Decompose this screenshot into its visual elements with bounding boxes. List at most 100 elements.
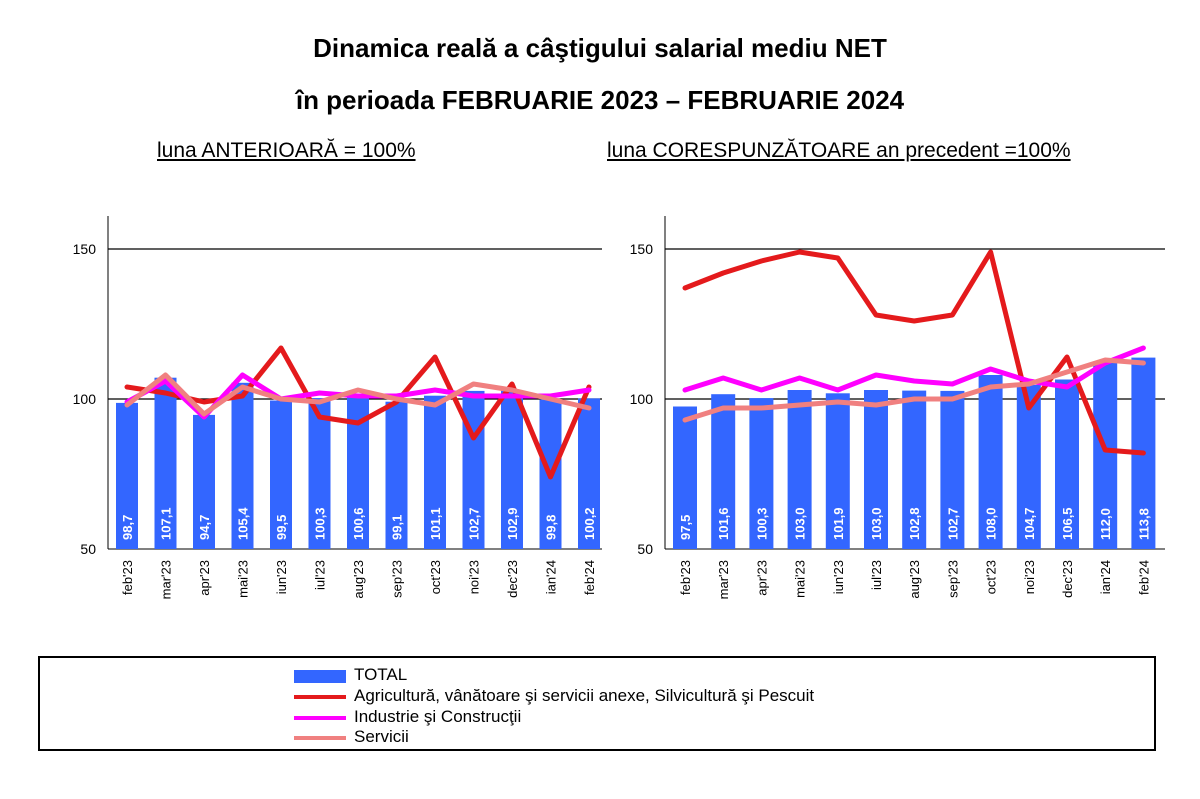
chart-panel-1: 50 100 150 98,7 107,1 94,7 105,4 99,5 100,3 100,6… [73, 216, 602, 599]
x-tick-label: sep'23 [390, 560, 405, 598]
x-tick-label: iun'23 [831, 560, 846, 594]
bar-value-label: 100,2 [582, 507, 597, 540]
x-tick-label: feb'23 [678, 560, 693, 595]
chart-title-line1: Dinamica reală a câştigului salarial med… [313, 33, 887, 63]
x-tick-label: aug'23 [351, 560, 366, 599]
chart-title-line2: în perioada FEBRUARIE 2023 – FEBRUARIE 2… [295, 85, 905, 115]
y-tick-label: 150 [73, 241, 97, 257]
series-line-services [682, 357, 1146, 423]
x-tick-label: noi'23 [1022, 560, 1037, 594]
bar-total [940, 390, 965, 549]
x-tick-label: dec'23 [1060, 560, 1075, 598]
bar-total [578, 398, 600, 549]
bar-value-label: 97,5 [678, 515, 693, 540]
x-tick-label: mai'23 [236, 560, 251, 598]
bar-value-label: 106,5 [1060, 507, 1075, 540]
bar-value-label: 102,7 [467, 507, 482, 540]
bar-total [673, 406, 697, 549]
y-tick-label: 50 [80, 541, 96, 557]
x-tick-label: iul'23 [313, 560, 328, 590]
x-tick-label: ian'24 [1098, 560, 1113, 594]
series-line-agri [682, 249, 1146, 456]
bar-total [154, 377, 177, 549]
bar-total [231, 382, 254, 549]
bar-value-label: 103,0 [869, 507, 884, 540]
bar-value-label: 107,1 [159, 507, 174, 540]
bar-value-label: 104,7 [1022, 507, 1037, 540]
x-tick-label: dec'23 [505, 560, 520, 598]
x-tick-label: feb'24 [582, 560, 597, 595]
bar-value-label: 100,3 [313, 507, 328, 540]
x-tick-label: aug'23 [907, 560, 922, 599]
bar-value-label: 102,9 [505, 507, 520, 540]
x-tick-label: apr'23 [197, 560, 212, 596]
bar-total [385, 401, 408, 549]
x-tick-label: oct'23 [984, 560, 999, 594]
bar-total [1093, 363, 1118, 549]
bar-value-label: 101,6 [716, 507, 731, 540]
bar-value-label: 94,7 [197, 515, 212, 540]
x-tick-label: noi'23 [467, 560, 482, 594]
legend: TOTAL Agricultură, vânătoare şi servicii… [38, 656, 1156, 751]
x-tick-label: oct'23 [428, 560, 443, 594]
bar-total [308, 398, 331, 549]
bar-value-label: 102,8 [907, 507, 922, 540]
x-tick-label: iun'23 [274, 560, 289, 594]
x-tick-label: mai'23 [793, 560, 808, 598]
bar-value-label: 105,4 [236, 507, 251, 540]
bar-value-label: 100,3 [754, 507, 769, 540]
bar-value-label: 99,1 [390, 515, 405, 540]
bar-value-label: 103,0 [793, 507, 808, 540]
bar-total [749, 398, 774, 549]
x-tick-label: apr'23 [754, 560, 769, 596]
bar-value-label: 99,8 [544, 515, 559, 540]
series-line-services [124, 372, 592, 417]
bar-total [424, 395, 446, 549]
bar-value-label: 100,6 [351, 507, 366, 540]
x-tick-label: mar'23 [159, 560, 174, 599]
bar-total [193, 414, 215, 549]
legend-label-services: Servicii [354, 727, 409, 746]
bar-value-label: 101,9 [831, 507, 846, 540]
bar-total [347, 397, 369, 549]
bar-value-label: 99,5 [274, 515, 289, 540]
right-chart-subtitle: luna CORESPUNZĂTOARE an precedent =100% [607, 139, 1071, 162]
bar-value-label: 108,0 [984, 507, 999, 540]
x-tick-label: sep'23 [945, 560, 960, 598]
y-tick-label: 150 [630, 241, 654, 257]
bar-total [711, 394, 736, 549]
x-tick-label: iul'23 [869, 560, 884, 590]
bar-total [978, 375, 1003, 549]
bar-value-label: 98,7 [120, 515, 135, 540]
bar-total [825, 393, 850, 549]
x-tick-label: feb'24 [1136, 560, 1151, 595]
x-tick-label: mar'23 [716, 560, 731, 599]
y-tick-label: 100 [630, 391, 654, 407]
legend-swatch-industry [294, 716, 346, 720]
bar-total [1016, 384, 1041, 549]
legend-label-agriculture: Agricultură, vânătoare şi servicii anexe… [354, 686, 815, 705]
chart-panel-2: 50 100 150 97,5 101,6 100,3 103,0 101,9 103,0 102… [630, 216, 1165, 599]
bar-value-label: 112,0 [1098, 508, 1113, 540]
legend-swatch-agriculture [294, 695, 346, 699]
x-tick-label: feb'23 [120, 560, 135, 595]
bar-total [270, 400, 292, 549]
series-line-agri [124, 345, 592, 480]
x-tick-label: ian'24 [544, 560, 559, 594]
bar-value-label: 102,7 [945, 507, 960, 540]
legend-swatch-services [294, 736, 346, 740]
y-tick-label: 100 [73, 391, 97, 407]
series-line-industry [682, 345, 1146, 393]
bar-total [864, 390, 888, 549]
y-tick-label: 50 [637, 541, 653, 557]
bar-total [116, 402, 138, 549]
left-chart-subtitle: luna ANTERIOARĂ = 100% [157, 139, 416, 162]
bar-total [902, 390, 927, 549]
legend-swatch-total [294, 670, 346, 683]
bar-value-label: 101,1 [428, 507, 443, 540]
bar-total [787, 390, 812, 549]
bar-total [501, 390, 523, 549]
bar-total [1055, 379, 1079, 549]
bar-value-label: 113,8 [1136, 508, 1151, 540]
